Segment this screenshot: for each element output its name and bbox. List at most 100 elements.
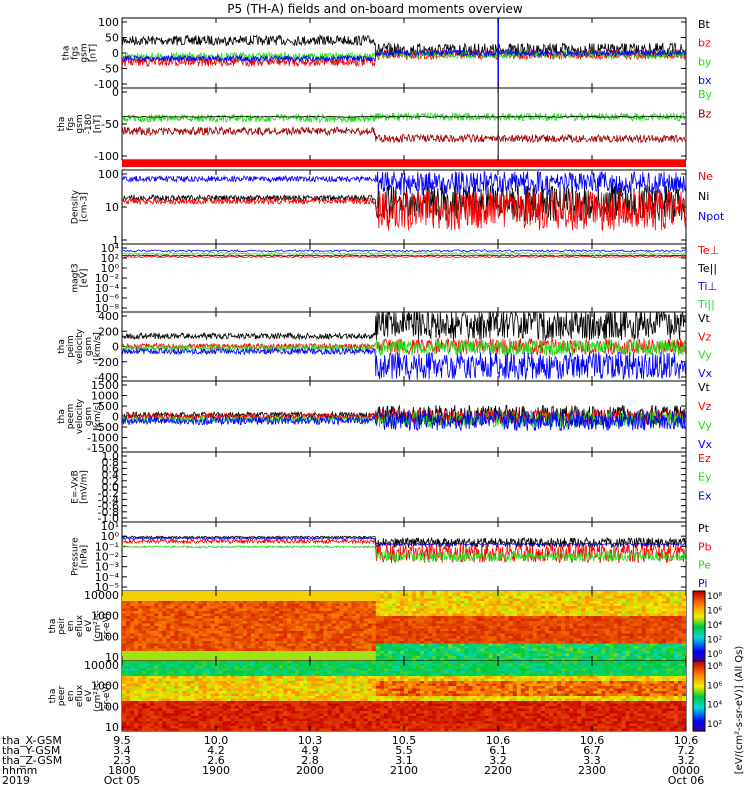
panel-electron_spectrogram: 10000 1000 100 10 thapeerenefluxeV(cm²-s-sr-… <box>48 659 722 734</box>
legend-entry: Ti⊥ <box>697 280 717 293</box>
ytick-label: -400 <box>94 371 119 384</box>
xaxis-value: 10.6 <box>674 734 699 747</box>
plot-area <box>122 312 686 381</box>
legend-entry: Vy <box>698 349 712 362</box>
panel-ion_velocity: 400 200 0 -200 -400 thapeimvelocitygsm[km/s] V… <box>57 310 713 384</box>
ytick-label: 400 <box>98 310 119 323</box>
date-label: Oct 05 <box>104 774 141 787</box>
series-line <box>122 408 686 425</box>
ytick-label: 10⁻⁸ <box>95 302 120 315</box>
xaxis-value: 3.1 <box>395 754 413 767</box>
series-line <box>122 534 686 550</box>
xaxis-value: 0000 <box>672 764 700 777</box>
legend-entry: Ey <box>698 471 712 484</box>
ytick-label: 10⁴ <box>101 242 120 255</box>
ytick-label: 10⁻⁴ <box>95 571 120 584</box>
ylabel: Density[cm-3] <box>71 189 90 224</box>
legend-entry: Pe <box>698 559 711 572</box>
xaxis-value: 2200 <box>484 764 512 777</box>
ytick-label: 1.0 <box>102 450 120 463</box>
ylabel: thapeerenefluxeV(cm²-s-sr-eV) <box>48 680 112 712</box>
legend-entry: Ni <box>698 190 709 203</box>
xaxis-value: 2.6 <box>207 754 225 767</box>
legend-entry: Vt <box>698 312 711 325</box>
ytick-label: 10¹ <box>101 520 119 533</box>
xaxis-value: 3.2 <box>677 754 695 767</box>
panel-frame <box>121 87 687 161</box>
ytick-label: 10⁻¹ <box>95 540 119 553</box>
ytick-label: 0.6 <box>102 462 120 475</box>
legend-entry: bx <box>698 74 712 87</box>
xaxis-value: 3.3 <box>583 754 601 767</box>
plot-area <box>122 404 686 432</box>
ytick-label: 10 <box>105 651 119 664</box>
panel-efield: 1.00.80.60.40.20.0-0.2-0.4-0.6-0.8-1.0 E=… <box>71 450 712 525</box>
xaxis-row-label: tha_X-GSM <box>2 734 62 747</box>
ytick-label: -0.6 <box>98 500 119 513</box>
xaxis-row-label: hhmm <box>2 764 37 777</box>
ytick-label: -0.8 <box>98 506 119 519</box>
legend-entry: by <box>698 55 712 68</box>
ylabel: Pressure[nPa] <box>71 537 90 576</box>
legend-entry: Vz <box>698 330 712 343</box>
ytick-label: 10⁰ <box>101 530 120 543</box>
ytick-label: -1500 <box>87 442 119 455</box>
ytick-label: 10⁻⁴ <box>95 282 120 295</box>
legend-entry: Pt <box>698 522 710 535</box>
series-line <box>122 254 686 257</box>
density-band <box>122 160 686 167</box>
plot-area <box>122 534 686 564</box>
ytick-label: 10⁻⁵ <box>95 581 119 594</box>
legend-entry: Ez <box>698 452 711 465</box>
legend-entry: Bt <box>698 18 711 31</box>
plot-area <box>122 88 686 160</box>
series-line <box>122 115 686 118</box>
ytick-label: -0.2 <box>98 487 119 500</box>
colorbar-tick-label: 10⁶ <box>707 681 722 691</box>
legend-entry: Vy <box>698 419 712 432</box>
xaxis-value: 10.3 <box>298 734 323 747</box>
ytick-label: -1000 <box>87 432 119 445</box>
colorbar-tick-label: 10² <box>707 636 722 646</box>
ytick-label: 10⁻³ <box>95 561 119 574</box>
series-line <box>122 249 686 253</box>
ytick-label: 1000 <box>91 610 119 623</box>
ytick-label: -50 <box>101 63 119 76</box>
xaxis-value: 2300 <box>578 764 606 777</box>
ytick-label: -1.0 <box>98 512 119 525</box>
xaxis-value: 1900 <box>202 764 230 777</box>
colorbar-tick-label: 10⁴ <box>707 621 722 631</box>
colorbar-tick-label: 10² <box>707 720 722 730</box>
xaxis-value: 1800 <box>108 764 136 777</box>
series-line <box>122 189 686 231</box>
date-label: Oct 06 <box>668 774 705 787</box>
panel-frame <box>121 451 687 523</box>
ytick-label: 100 <box>98 630 119 643</box>
plot-area <box>122 661 686 731</box>
xaxis-value: 5.5 <box>395 744 413 757</box>
ytick-label: 0.4 <box>102 469 120 482</box>
ytick-label: 50 <box>105 32 119 45</box>
ytick-label: 10² <box>101 252 119 265</box>
ytick-label: 10000 <box>84 589 119 602</box>
ytick-label: 0.0 <box>102 481 120 494</box>
legend-entry: bz <box>698 37 711 50</box>
plot-area <box>122 170 686 231</box>
ylabel: thafgsgsm-180[nT] <box>57 114 103 135</box>
series-line <box>122 544 686 563</box>
ytick-label: 0 <box>112 411 119 424</box>
legend-entry: Vx <box>698 438 713 451</box>
legend-entry: Te|| <box>697 262 717 275</box>
plot-area <box>122 591 686 661</box>
colorbar-tick-label: 10⁶ <box>707 607 722 617</box>
ytick-label: 500 <box>98 400 119 413</box>
plot-area <box>122 18 686 88</box>
colorbar: 10⁸ 10⁶ 10⁴ 10² <box>692 660 722 732</box>
colorbar: 10⁸ 10⁶ 10⁴ 10² 10⁰ <box>692 590 722 662</box>
ytick-label: -100 <box>94 78 119 91</box>
legend-entry: Bz <box>698 107 712 120</box>
panel-bangle: 0 -50 -100 thafgsgsm-180[nT] By Bz <box>57 86 713 163</box>
legend-entry: Vz <box>698 400 712 413</box>
plot-area <box>122 249 686 259</box>
